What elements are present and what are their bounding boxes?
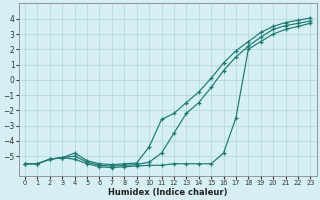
X-axis label: Humidex (Indice chaleur): Humidex (Indice chaleur) <box>108 188 228 197</box>
